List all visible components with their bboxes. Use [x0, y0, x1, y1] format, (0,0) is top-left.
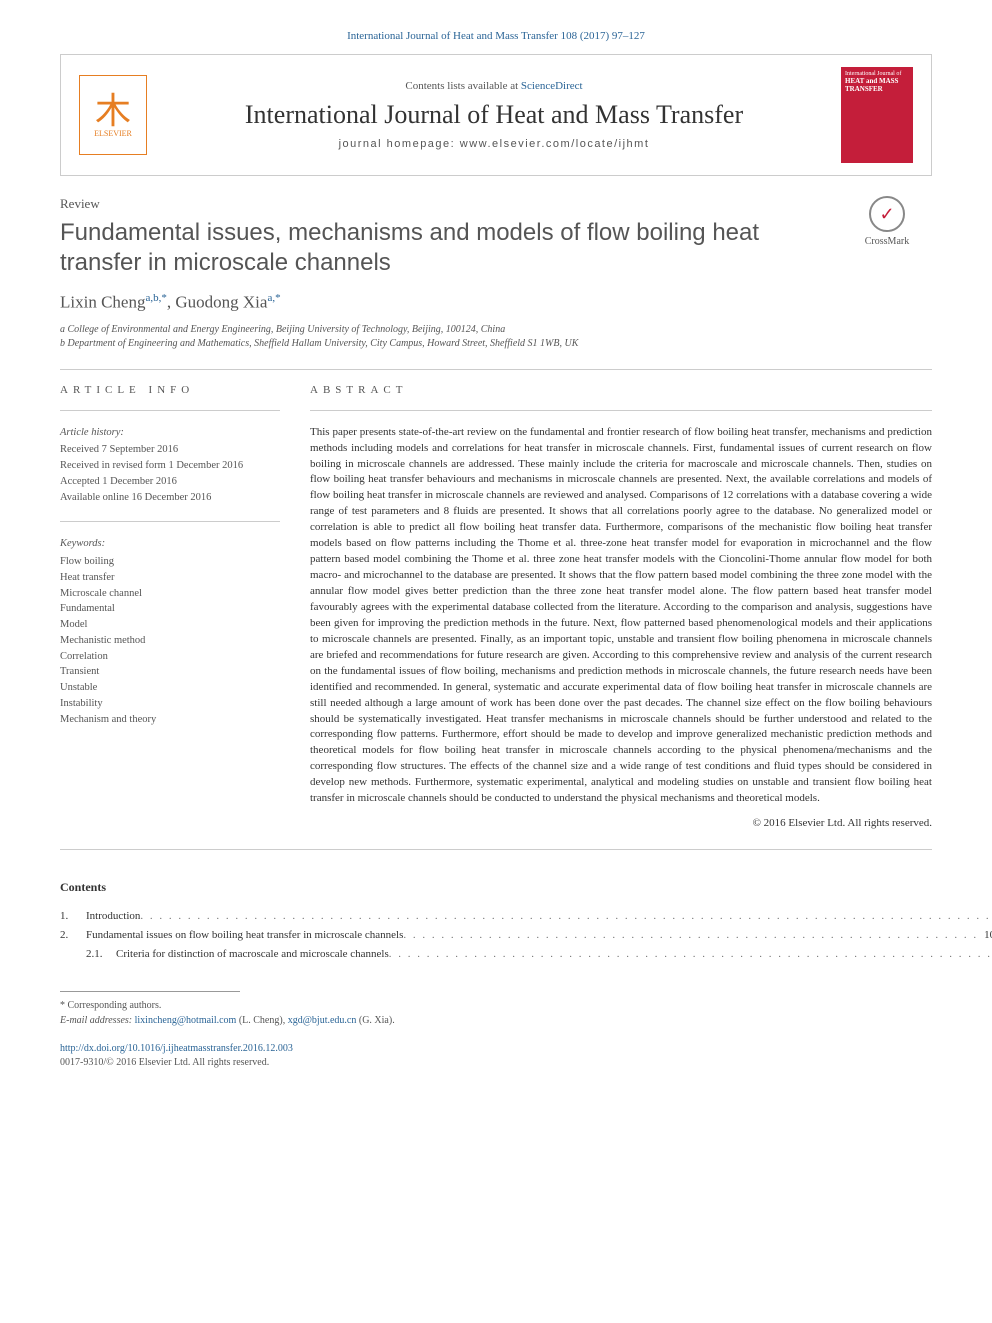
table-of-contents: Contents 1. Introduction . . . . . . . .… — [60, 880, 932, 963]
history-revised: Received in revised form 1 December 2016 — [60, 458, 280, 474]
affiliations: a College of Environmental and Energy En… — [60, 323, 932, 351]
abstract-text: This paper presents state-of-the-art rev… — [310, 425, 932, 808]
homepage-url[interactable]: www.elsevier.com/locate/ijhmt — [460, 138, 650, 150]
toc-page: 100 — [978, 926, 992, 945]
crossmark-icon: ✓ — [869, 196, 905, 232]
history-heading: Article history: — [60, 425, 280, 441]
author-1-affil: a,b,* — [145, 292, 166, 304]
keyword: Mechanistic method — [60, 633, 280, 649]
article-history: Article history: Received 7 September 20… — [60, 425, 280, 506]
keyword: Model — [60, 617, 280, 633]
corresponding-footnote: * Corresponding authors. E-mail addresse… — [60, 998, 932, 1028]
email-line: E-mail addresses: lixincheng@hotmail.com… — [60, 1013, 932, 1028]
email-2-who: (G. Xia). — [356, 1015, 394, 1026]
author-1[interactable]: Lixin Cheng — [60, 293, 145, 312]
author-2[interactable]: Guodong Xia — [175, 293, 267, 312]
corresponding-label: * Corresponding authors. — [60, 998, 932, 1013]
sciencedirect-link[interactable]: ScienceDirect — [521, 80, 583, 92]
email-1[interactable]: lixincheng@hotmail.com — [135, 1015, 237, 1026]
affiliation-b: b Department of Engineering and Mathemat… — [60, 337, 932, 351]
journal-cover-thumbnail[interactable]: International Journal of HEAT and MASS T… — [841, 67, 913, 163]
toc-title: Introduction — [86, 907, 140, 926]
keyword: Microscale channel — [60, 586, 280, 602]
journal-reference: International Journal of Heat and Mass T… — [60, 30, 932, 42]
journal-header: ⽊ ELSEVIER Contents lists available at S… — [60, 54, 932, 176]
cover-line2: HEAT and MASS — [845, 77, 909, 85]
history-received: Received 7 September 2016 — [60, 442, 280, 458]
toc-title: Fundamental issues on flow boiling heat … — [86, 926, 403, 945]
footnote-separator — [60, 991, 240, 992]
toc-row-2-1[interactable]: 2.1. Criteria for distinction of macrosc… — [60, 945, 932, 964]
keyword: Fundamental — [60, 601, 280, 617]
toc-dots: . . . . . . . . . . . . . . . . . . . . … — [403, 926, 978, 945]
abstract-label: abstract — [310, 384, 932, 396]
email-1-who: (L. Cheng), — [236, 1015, 287, 1026]
crossmark-label: CrossMark — [865, 236, 909, 247]
abstract-copyright: © 2016 Elsevier Ltd. All rights reserved… — [310, 817, 932, 829]
keyword: Flow boiling — [60, 554, 280, 570]
email-label: E-mail addresses: — [60, 1015, 135, 1026]
email-2[interactable]: xgd@bjut.edu.cn — [288, 1015, 357, 1026]
toc-row-1[interactable]: 1. Introduction . . . . . . . . . . . . … — [60, 907, 932, 926]
keywords-heading: Keywords: — [60, 536, 280, 552]
keyword: Heat transfer — [60, 570, 280, 586]
keyword: Transient — [60, 664, 280, 680]
crossmark-badge[interactable]: ✓ CrossMark — [842, 196, 932, 247]
journal-title: International Journal of Heat and Mass T… — [165, 100, 823, 130]
keywords-block: Keywords: Flow boiling Heat transfer Mic… — [60, 536, 280, 727]
main-divider — [60, 849, 932, 850]
history-accepted: Accepted 1 December 2016 — [60, 474, 280, 490]
toc-dots: . . . . . . . . . . . . . . . . . . . . … — [140, 907, 992, 926]
affiliation-a: a College of Environmental and Energy En… — [60, 323, 932, 337]
article-info-label: article info — [60, 384, 280, 396]
keyword: Unstable — [60, 680, 280, 696]
toc-dots: . . . . . . . . . . . . . . . . . . . . … — [389, 945, 992, 964]
elsevier-logo[interactable]: ⽊ ELSEVIER — [79, 75, 147, 155]
info-abstract-columns: article info Article history: Received 7… — [60, 384, 932, 830]
toc-title: Criteria for distinction of macroscale a… — [116, 945, 389, 964]
issn-copyright: 0017-9310/© 2016 Elsevier Ltd. All right… — [60, 1056, 932, 1070]
toc-num: 2. — [60, 926, 86, 945]
abstract-column: abstract This paper presents state-of-th… — [310, 384, 932, 830]
keyword: Correlation — [60, 649, 280, 665]
contents-available: Contents lists available at ScienceDirec… — [165, 80, 823, 92]
abstract-divider — [310, 410, 932, 411]
info-divider — [60, 410, 280, 411]
article-type: Review — [60, 196, 932, 212]
elsevier-tree-icon: ⽊ — [95, 93, 131, 129]
toc-heading: Contents — [60, 880, 932, 895]
article-title: Fundamental issues, mechanisms and model… — [60, 218, 820, 278]
author-2-affil: a,* — [267, 292, 280, 304]
toc-num: 1. — [60, 907, 86, 926]
divider — [60, 369, 932, 370]
doi-block: http://dx.doi.org/10.1016/j.ijheatmasstr… — [60, 1042, 932, 1070]
journal-homepage: journal homepage: www.elsevier.com/locat… — [165, 138, 823, 150]
info-divider-2 — [60, 521, 280, 522]
contents-prefix: Contents lists available at — [405, 80, 520, 92]
authors: Lixin Chenga,b,*, Guodong Xiaa,* — [60, 292, 932, 313]
doi-link[interactable]: http://dx.doi.org/10.1016/j.ijheatmasstr… — [60, 1043, 293, 1054]
homepage-prefix: journal homepage: — [339, 138, 460, 150]
toc-subnum: 2.1. — [60, 945, 116, 964]
history-online: Available online 16 December 2016 — [60, 490, 280, 506]
elsevier-text: ELSEVIER — [94, 129, 132, 138]
article-info-column: article info Article history: Received 7… — [60, 384, 280, 830]
toc-row-2[interactable]: 2. Fundamental issues on flow boiling he… — [60, 926, 932, 945]
cover-line3: TRANSFER — [845, 85, 909, 93]
keyword: Instability — [60, 696, 280, 712]
header-center: Contents lists available at ScienceDirec… — [165, 80, 823, 150]
keyword: Mechanism and theory — [60, 712, 280, 728]
